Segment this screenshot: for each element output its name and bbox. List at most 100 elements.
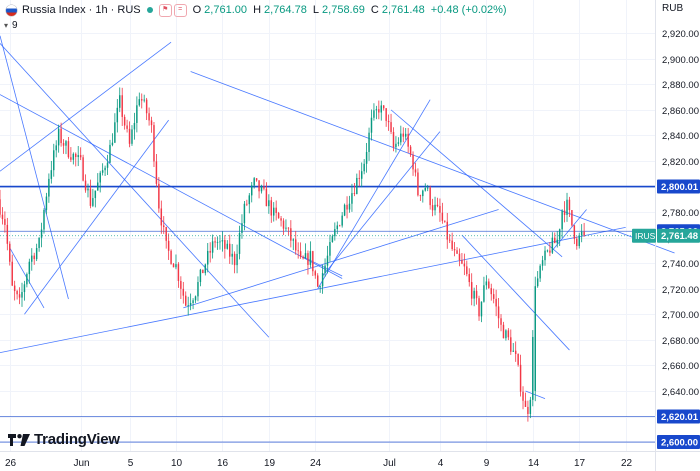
- candle: [40, 222, 43, 248]
- candle-body: [539, 265, 541, 279]
- candle: [563, 201, 566, 223]
- symbol-title[interactable]: Russia Index · 1h · RUS: [22, 4, 141, 16]
- trendline[interactable]: [24, 119, 169, 315]
- trendline[interactable]: [0, 227, 626, 354]
- candle-body: [365, 151, 368, 164]
- candle: [346, 196, 348, 219]
- candle: [556, 231, 558, 248]
- candle-body: [495, 298, 497, 307]
- trendline[interactable]: [390, 109, 563, 258]
- candle: [119, 87, 121, 113]
- flag-icon[interactable]: ⚑: [158, 3, 172, 17]
- candle-body: [439, 206, 441, 213]
- tradingview-logo[interactable]: TradingView: [8, 431, 120, 448]
- candle-body: [272, 207, 275, 216]
- candle: [116, 99, 119, 133]
- candle: [35, 243, 38, 262]
- candle-body: [260, 186, 263, 192]
- candle-body: [441, 212, 444, 221]
- chevron-down-icon[interactable]: ▾: [4, 21, 9, 30]
- trendline[interactable]: [552, 209, 587, 251]
- candle: [106, 154, 109, 175]
- trendlines[interactable]: [0, 35, 675, 399]
- candle-body: [0, 199, 1, 215]
- candle-body: [197, 282, 199, 297]
- open-value: 2,761.00: [204, 4, 247, 16]
- candle-body: [463, 263, 466, 267]
- candle-body: [512, 350, 514, 352]
- candle: [21, 282, 23, 307]
- candle: [439, 198, 441, 222]
- candle-body: [16, 291, 18, 295]
- candle: [522, 386, 524, 410]
- candle-body: [334, 229, 336, 237]
- candle: [209, 242, 211, 263]
- candle: [446, 212, 448, 249]
- candle: [77, 145, 79, 167]
- candle-body: [556, 239, 558, 244]
- candle: [485, 275, 488, 290]
- candle: [6, 217, 9, 251]
- candle-body: [158, 183, 160, 209]
- candle-body: [497, 306, 500, 319]
- trendline[interactable]: [183, 209, 499, 309]
- trendline[interactable]: [322, 131, 441, 277]
- currency-label[interactable]: RUB: [662, 3, 684, 14]
- candle: [510, 329, 512, 355]
- candle: [97, 173, 99, 191]
- candle: [65, 140, 67, 155]
- candle: [412, 151, 414, 176]
- trendline[interactable]: [317, 99, 431, 289]
- price-tag-bg: [657, 435, 700, 450]
- candle: [104, 165, 106, 176]
- sell-icon[interactable]: =: [173, 3, 187, 17]
- candle: [363, 159, 365, 175]
- trendline[interactable]: [0, 43, 270, 338]
- low-label: L: [312, 4, 320, 16]
- trendline[interactable]: [190, 71, 675, 254]
- candle-body: [243, 203, 246, 224]
- candle: [392, 127, 395, 152]
- candle: [304, 243, 307, 259]
- candle: [297, 242, 299, 259]
- trendline[interactable]: [0, 41, 172, 172]
- candle-body: [138, 99, 141, 106]
- candle: [111, 133, 114, 147]
- trendline[interactable]: [461, 234, 570, 351]
- candle-body: [258, 180, 260, 192]
- candle: [148, 107, 150, 126]
- horizontal-lines[interactable]: [0, 185, 655, 443]
- flag-buttons[interactable]: ⚑ =: [158, 3, 189, 17]
- candle: [229, 234, 231, 264]
- candle-body: [480, 301, 483, 317]
- candle: [334, 222, 336, 241]
- candle: [282, 218, 285, 236]
- candle: [82, 154, 84, 182]
- candle-body: [429, 187, 431, 206]
- candle: [554, 232, 556, 244]
- candle-body: [390, 122, 392, 132]
- candle-body: [275, 207, 277, 213]
- candle-body: [60, 128, 62, 144]
- candle-body: [241, 223, 243, 234]
- candle-body: [554, 237, 556, 244]
- candle: [458, 248, 461, 267]
- time-tick-label: 19: [264, 458, 276, 469]
- candle-body: [28, 261, 31, 275]
- time-axis[interactable]: 26 Jun 5 10 16 19 24 Jul 4 9 14 17 22: [5, 458, 633, 469]
- candle-body: [514, 350, 517, 355]
- candle-body: [583, 231, 585, 236]
- trendline[interactable]: [0, 35, 69, 300]
- indicators-toggle[interactable]: ▾ 9: [4, 20, 18, 31]
- candle: [397, 137, 400, 147]
- candle-body: [568, 199, 571, 211]
- candle: [121, 87, 123, 126]
- candle-body: [265, 188, 268, 207]
- candle-body: [536, 278, 539, 287]
- candle-body: [417, 172, 419, 196]
- candle-body: [314, 271, 317, 276]
- candle-body: [409, 146, 412, 155]
- time-tick-label: 16: [217, 458, 229, 469]
- candle: [360, 162, 363, 188]
